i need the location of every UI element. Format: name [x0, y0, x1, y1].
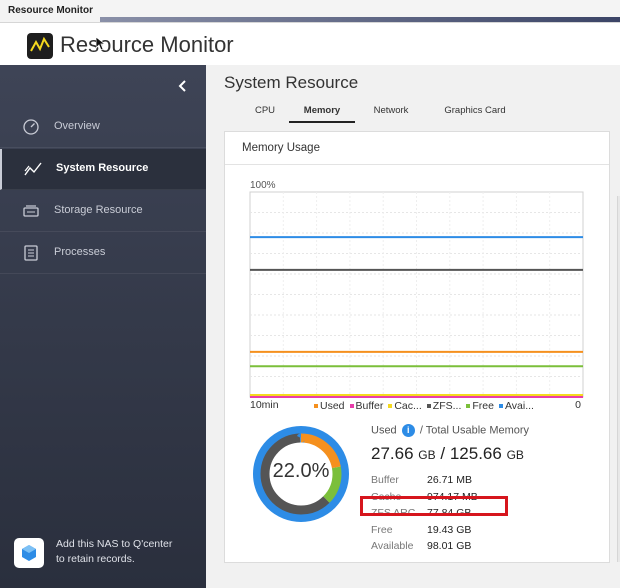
donut-segment-zfsarc [260, 433, 342, 515]
total-unit: GB [506, 448, 524, 462]
adjacent-card-edge [617, 196, 620, 562]
legend-swatch [466, 404, 471, 409]
total-value: 125.66 [449, 444, 502, 463]
qcenter-icon [14, 538, 44, 568]
stat-key: Available [371, 540, 414, 552]
memory-stats: Used i / Total Usable Memory 27.66 GB / … [371, 424, 601, 557]
chart-legend: Used Buffer Cac... ZFS... Free Avai... [314, 400, 539, 412]
tab-cpu[interactable]: CPU [254, 105, 276, 116]
legend-label: ZFS... [432, 400, 462, 412]
line-chart-icon [24, 162, 42, 176]
donut-outer-ring [253, 426, 349, 522]
tab-graphics-card[interactable]: Graphics Card [444, 105, 506, 116]
legend-label: Used [320, 400, 345, 412]
sidebar-item-processes[interactable]: Processes [0, 233, 206, 274]
page-title: System Resource [224, 73, 359, 92]
legend-label: Avai... [504, 400, 534, 412]
stat-value: 26.71 MB [427, 474, 472, 486]
titlebar-accent [100, 17, 620, 22]
stat-row-free: Free 19.43 GB [371, 524, 601, 541]
collapse-sidebar-button[interactable] [176, 79, 190, 93]
sidebar-item-system-resource[interactable]: System Resource [0, 149, 208, 190]
legend-label: Buffer [355, 400, 384, 412]
used-value: 27.66 [371, 444, 414, 463]
qcenter-text: Add this NAS to Q'center to retain recor… [56, 537, 206, 567]
legend-item[interactable]: Avai... [498, 400, 534, 412]
stat-value: 98.01 GB [427, 540, 472, 552]
app-logo-icon [27, 33, 53, 59]
qcenter-line2: to retain records. [56, 553, 135, 565]
mouse-cursor-icon [96, 37, 106, 51]
sidebar-item-storage-resource[interactable]: Storage Resource [0, 191, 206, 232]
legend-swatch [349, 404, 354, 409]
sidebar-item-label: System Resource [56, 162, 149, 174]
sidebar-item-label: Processes [54, 246, 106, 258]
legend-item[interactable]: Used [314, 400, 345, 412]
chevron-left-icon [178, 80, 186, 92]
legend-swatch [314, 404, 318, 409]
list-icon [24, 245, 38, 261]
qcenter-line1: Add this NAS to Q'center [56, 538, 173, 550]
total-separator: / [440, 444, 446, 463]
total-label: / Total Usable Memory [419, 424, 530, 437]
qcenter-promo[interactable]: Add this NAS to Q'center to retain recor… [14, 536, 204, 570]
window-titlebar: Resource Monitor [0, 0, 620, 23]
sidebar-item-label: Storage Resource [54, 204, 143, 216]
memory-line-chart: 100% 10min 0 [249, 180, 584, 411]
chart-grid [250, 192, 583, 397]
sidebar: Overview System Resource Storage Resourc… [0, 65, 208, 588]
sidebar-item-overview[interactable]: Overview [0, 107, 206, 148]
used-unit: GB [418, 448, 436, 462]
stat-key: Buffer [371, 474, 399, 486]
donut-segment-free [260, 433, 342, 515]
legend-item[interactable]: ZFS... [426, 400, 462, 412]
tab-memory[interactable]: Memory [289, 105, 355, 123]
card-title: Memory Usage [242, 142, 320, 154]
y-axis-top-label: 100% [250, 180, 276, 191]
gauge-icon [23, 119, 39, 135]
app-header: Resource Monitor [0, 23, 620, 65]
storage-icon [23, 205, 39, 217]
window-title: Resource Monitor [8, 5, 94, 16]
card-divider [225, 164, 609, 165]
used-label: Used [371, 424, 397, 437]
legend-label: Free [472, 400, 494, 412]
legend-item[interactable]: Buffer [349, 400, 384, 412]
sidebar-item-label: Overview [54, 120, 100, 132]
stat-key: Free [371, 523, 393, 536]
legend-swatch [498, 404, 503, 409]
app-name: Resource Monitor [60, 32, 234, 57]
stat-value: 19.43 GB [427, 523, 472, 536]
legend-label: Cac... [394, 400, 422, 412]
stat-row-buffer: Buffer 26.71 MB [371, 474, 601, 491]
legend-item[interactable]: Cac... [388, 400, 422, 412]
chart-series [250, 236, 583, 398]
x-axis-left-label: 10min [250, 399, 279, 411]
donut-segment-available [260, 433, 342, 515]
main-content: System Resource CPU Memory Network Graph… [206, 65, 620, 588]
memory-donut-chart [253, 426, 349, 522]
legend-item[interactable]: Free [466, 400, 494, 412]
x-axis-right-label: 0 [575, 399, 581, 411]
legend-swatch [388, 404, 393, 409]
tab-network[interactable]: Network [373, 105, 409, 116]
used-total-caption: Used i / Total Usable Memory [371, 424, 601, 440]
donut-percent-label: 22.0% [272, 460, 330, 482]
stat-row-available: Available 98.01 GB [371, 540, 601, 557]
legend-swatch [426, 404, 431, 409]
memory-total-value: 27.66 GB / 125.66 GB [371, 444, 601, 468]
info-icon[interactable]: i [401, 424, 415, 437]
zfs-arc-highlight-box [360, 496, 508, 516]
memory-usage-card: Memory Usage 100% 10min 0 Used Buffer Cac.… [224, 131, 610, 563]
